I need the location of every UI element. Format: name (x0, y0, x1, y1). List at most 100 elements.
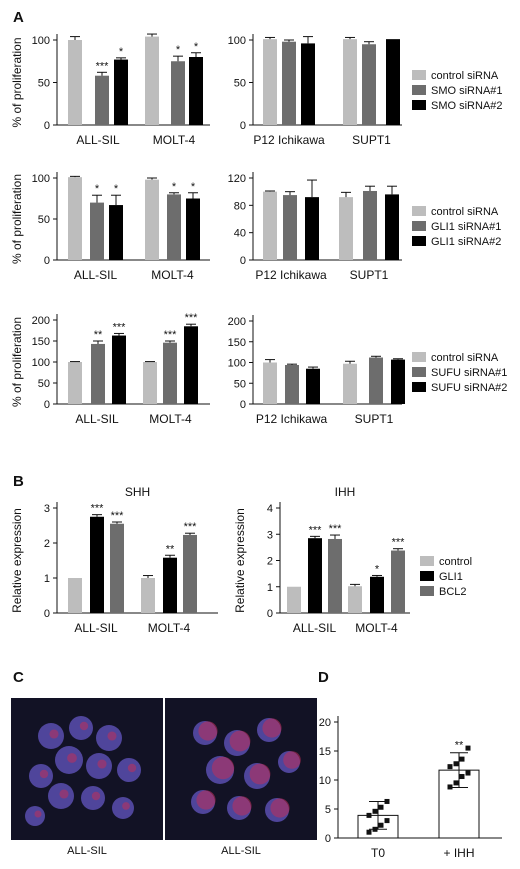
legend-label: GLI1 siRNA#1 (431, 221, 501, 233)
bar (386, 39, 400, 125)
y-tick-label: 1 (267, 582, 273, 594)
cell-stain (49, 729, 59, 739)
y-tick-label: 2 (267, 556, 273, 568)
legend-label: BCL2 (439, 586, 467, 598)
y-tick-label: 3 (44, 503, 50, 515)
significance-label: ** (94, 329, 103, 341)
legend-label: control (439, 556, 472, 568)
bar (391, 359, 405, 404)
y-tick-label: 2 (44, 538, 50, 550)
bar (163, 342, 177, 404)
bar (369, 357, 383, 404)
bar (285, 364, 299, 404)
y-tick-label: 10 (319, 775, 331, 787)
x-tick-label: + IHH (443, 846, 474, 860)
data-point (453, 761, 459, 767)
x-tick-label: ALL-SIL (293, 621, 337, 635)
bar (263, 39, 277, 125)
significance-label: * (172, 181, 177, 193)
bar (263, 362, 277, 404)
chart-title: IHH (335, 485, 356, 499)
data-point (366, 812, 372, 818)
bar (186, 198, 200, 260)
y-axis-label: % of proliferation (10, 174, 24, 264)
bar (171, 61, 185, 125)
x-tick-label: ALL-SIL (74, 268, 118, 282)
data-point (384, 798, 390, 804)
y-tick-label: 100 (228, 35, 246, 47)
bar (189, 57, 203, 125)
cell-stain (127, 763, 137, 773)
y-tick-label: 5 (325, 804, 331, 816)
legend-swatch (412, 85, 426, 95)
bar (348, 586, 362, 613)
bar (305, 197, 319, 260)
y-tick-label: 100 (228, 358, 246, 370)
legend-label: control siRNA (431, 70, 499, 82)
y-tick-label: 0 (240, 255, 246, 267)
bar (183, 534, 197, 613)
legend-label: SMO siRNA#2 (431, 100, 503, 112)
bar (363, 190, 377, 260)
data-point (465, 745, 471, 751)
y-tick-label: 150 (32, 336, 50, 348)
chart-a3-right: 0 50 100 150 200 P12 Ichikawa SUPT1 control siR… (228, 315, 507, 426)
bar (141, 578, 155, 613)
bar (263, 191, 277, 260)
significance-label: *** (111, 510, 125, 522)
legend-swatch (412, 382, 426, 392)
y-tick-label: 0 (325, 833, 331, 845)
legend-label: SMO siRNA#1 (431, 85, 503, 97)
cell-stain (39, 769, 49, 779)
y-tick-label: 0 (44, 120, 50, 132)
y-tick-label: 1 (44, 573, 50, 585)
y-tick-label: 4 (267, 503, 273, 515)
legend-swatch (420, 556, 434, 566)
x-tick-label: ALL-SIL (74, 621, 118, 635)
y-tick-label: 15 (319, 746, 331, 758)
legend-swatch (412, 206, 426, 216)
cell-stain (34, 810, 42, 818)
x-tick-label: MOLT-4 (148, 621, 191, 635)
bar (143, 362, 157, 404)
x-tick-label: MOLT-4 (153, 133, 196, 147)
cell-stain (211, 756, 235, 780)
y-tick-label: 200 (32, 315, 50, 327)
x-tick-label: MOLT-4 (149, 412, 192, 426)
legend-label: control siRNA (431, 206, 499, 218)
cell-stain (59, 789, 69, 799)
bar (339, 197, 353, 260)
y-axis-label: Relative expression (10, 508, 24, 613)
y-tick-label: 0 (44, 255, 50, 267)
bar (184, 326, 198, 404)
data-point (465, 770, 471, 776)
micrograph-ihh (165, 698, 317, 840)
bar (370, 576, 384, 613)
significance-label: *** (91, 503, 105, 515)
bar (112, 335, 126, 404)
chart-b-right: 0 1 2 3 4 Relative expression IHH ALL-SIL MOLT-4… (233, 485, 472, 635)
x-tick-label: SUPT1 (350, 268, 389, 282)
cell-stain (232, 796, 252, 816)
significance-label: ** (166, 543, 175, 555)
data-point (459, 756, 465, 762)
panel-letter-c: C (13, 669, 24, 686)
y-tick-label: 100 (32, 173, 50, 185)
bar (68, 177, 82, 260)
significance-label: ** (455, 740, 464, 752)
x-tick-label: P12 Ichikawa (253, 133, 325, 147)
chart-a2-right: 0 40 80 120 P12 Ichikawa SUPT1 control siRNA GL… (228, 172, 501, 282)
legend-swatch (412, 367, 426, 377)
data-point (447, 764, 453, 770)
significance-label: *** (96, 60, 110, 72)
legend-label: GLI1 (439, 571, 463, 583)
legend-swatch (412, 100, 426, 110)
data-point (453, 780, 459, 786)
y-tick-label: 150 (228, 337, 246, 349)
legend-label: GLI1 siRNA#2 (431, 236, 501, 248)
panel-letter-d: D (318, 669, 329, 686)
data-point (372, 808, 378, 814)
y-tick-label: 100 (32, 357, 50, 369)
significance-label: *** (329, 523, 343, 535)
